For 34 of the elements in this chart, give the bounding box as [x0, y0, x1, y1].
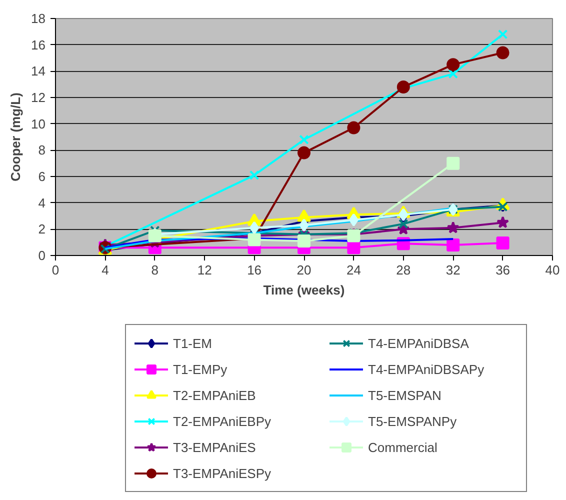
legend-label: T2-EMPAniEBPy [173, 412, 272, 431]
x-tick-label: 20 [296, 262, 312, 278]
x-tick-label: 28 [396, 262, 411, 278]
x-tick-label: 24 [346, 262, 361, 278]
x-tick-label: 0 [52, 262, 60, 278]
y-tick-label: 16 [31, 37, 46, 52]
legend-label: T4-EMPAniDBSA [368, 334, 470, 352]
legend-label: T3-EMPAniESPy [173, 464, 272, 483]
legend-label: T1-EM [173, 334, 213, 352]
legend-label: T5-EMSPANPy [368, 412, 458, 431]
y-tick-label: 12 [31, 90, 46, 105]
y-tick-label: 8 [38, 142, 46, 158]
y-axis-title: Cooper (mg/L) [8, 92, 24, 182]
y-tick-label: 10 [31, 116, 46, 132]
x-tick-label: 4 [102, 262, 109, 278]
y-tick-label: 14 [31, 64, 46, 79]
y-tick-label: 0 [38, 248, 46, 263]
y-tick-label: 4 [38, 195, 46, 210]
x-tick-label: 16 [247, 262, 262, 278]
legend-label: T3-EMPAniES [173, 438, 257, 456]
x-tick-label: 8 [151, 262, 159, 278]
legend-label: T1-EMPy [173, 360, 228, 379]
legend-label: Commercial [368, 438, 438, 456]
x-tick-label: 32 [446, 262, 460, 278]
legend-label: T2-EMPAniEB [173, 386, 257, 404]
y-tick-label: 18 [31, 11, 46, 26]
y-tick-label: 6 [38, 169, 46, 184]
y-tick-label: 2 [38, 222, 46, 237]
legend-label: T4-EMPAniDBSAPy [368, 360, 486, 379]
x-tick-label: 36 [496, 262, 510, 278]
x-tick-label: 12 [197, 262, 212, 278]
x-axis-title: Time (weeks) [263, 282, 345, 298]
legend-label: T5-EMSPAN [368, 386, 442, 404]
x-tick-label: 40 [545, 262, 560, 278]
